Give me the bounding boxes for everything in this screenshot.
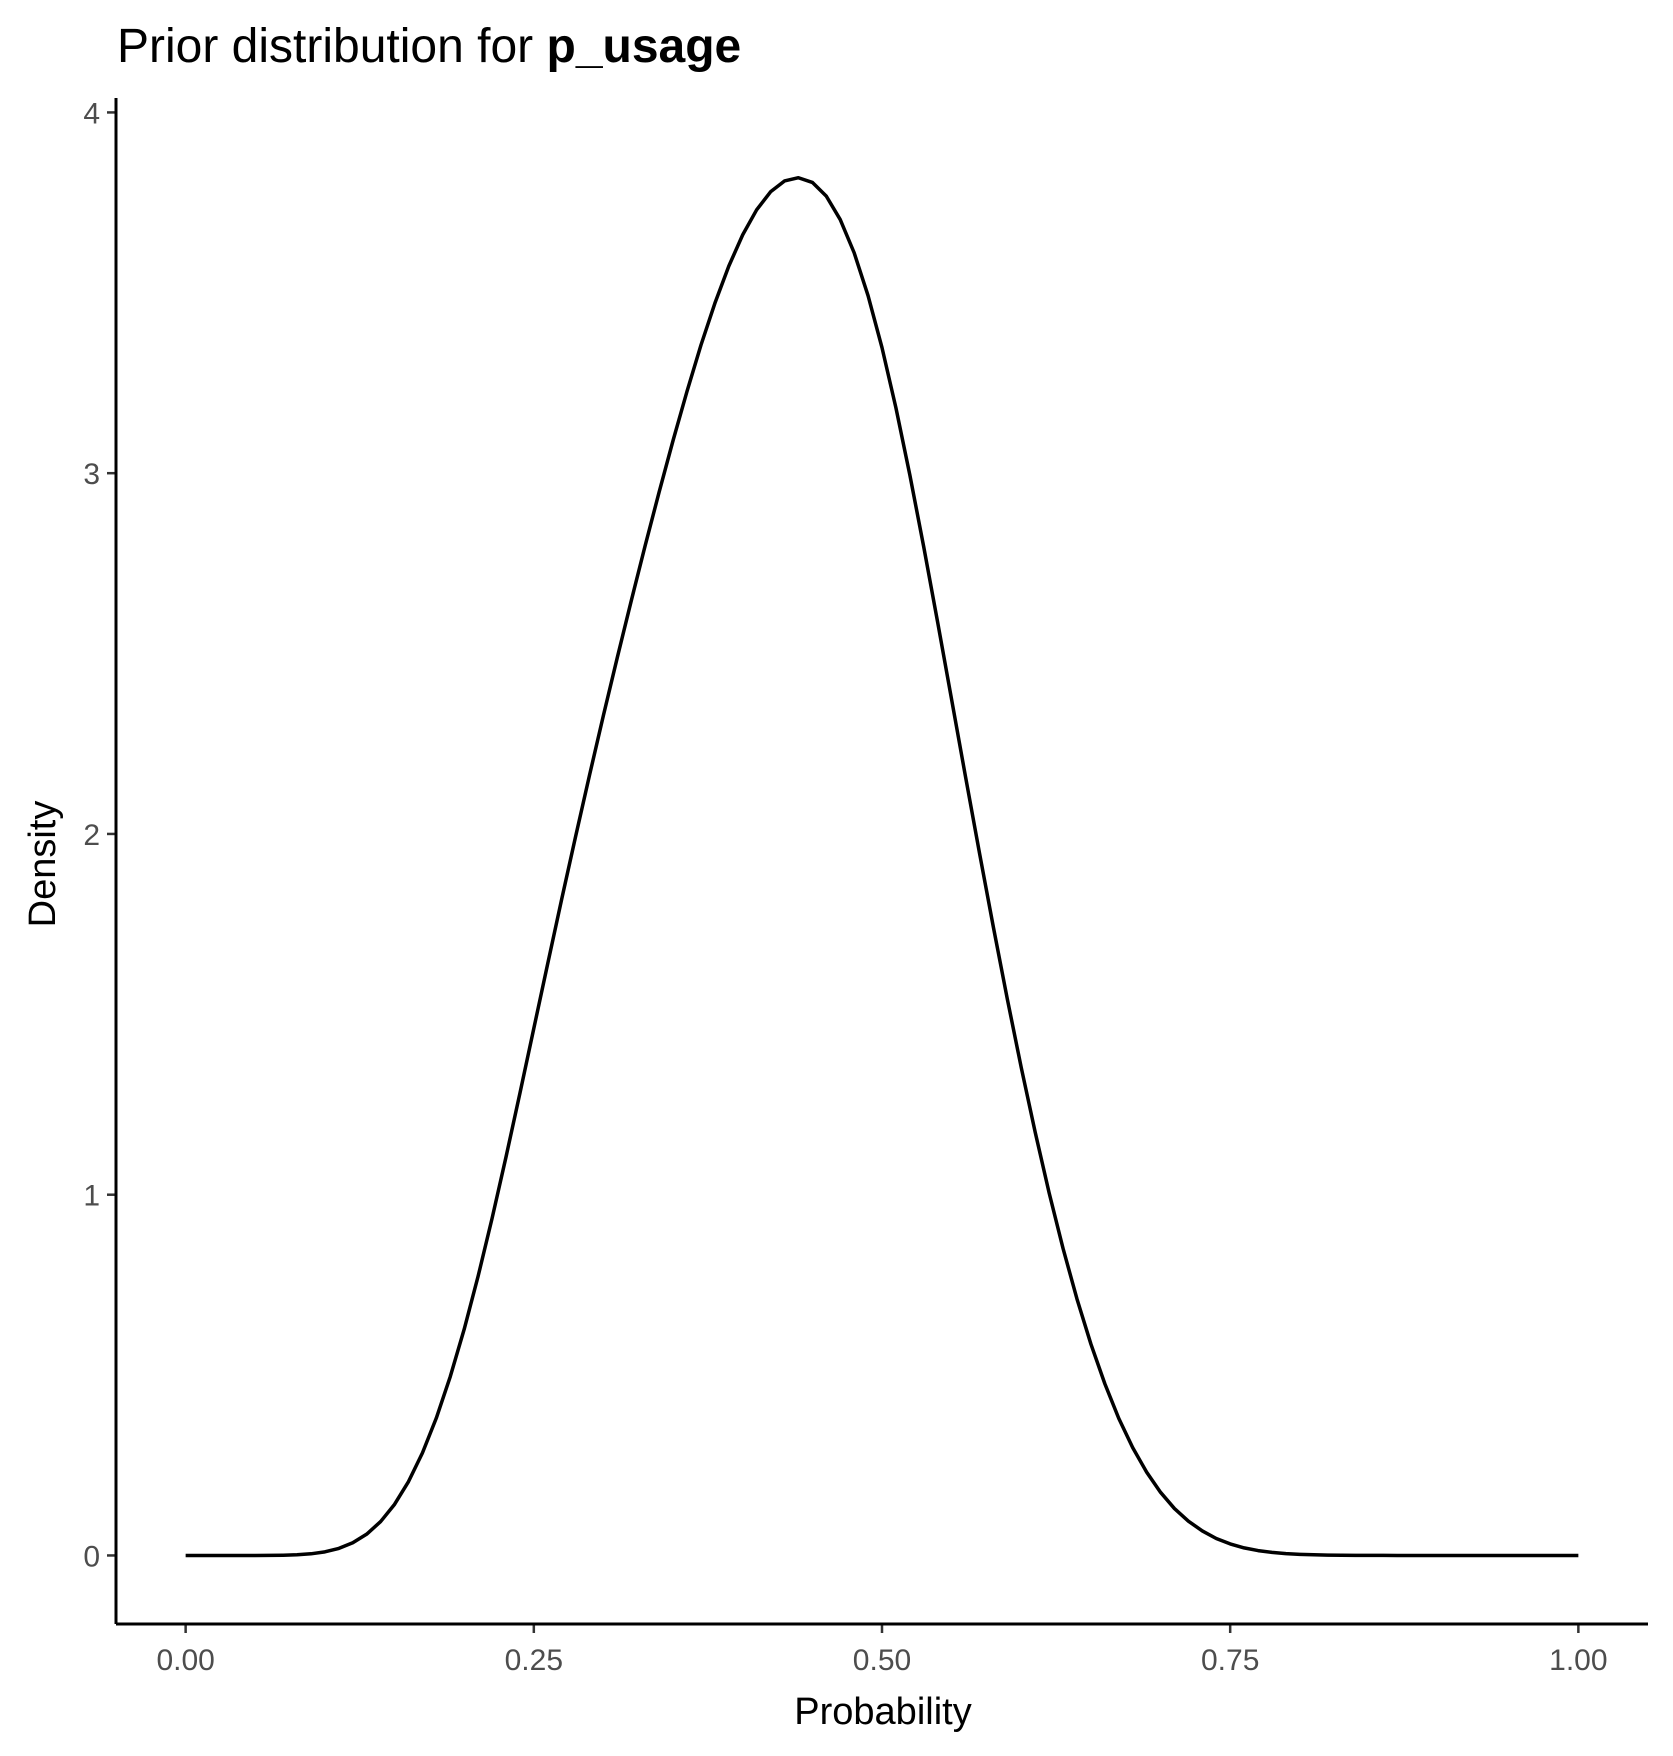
x-tick-label: 0.25 [505, 1644, 563, 1677]
x-tick-label: 0.00 [156, 1644, 214, 1677]
y-axis-ticks: 0 1 2 3 4 [83, 97, 116, 1573]
chart-title-regular: Prior distribution for [117, 20, 547, 73]
y-tick-label: 1 [83, 1180, 100, 1213]
chart-title-bold: p_usage [547, 20, 742, 73]
y-tick-label: 3 [83, 458, 100, 491]
y-tick-label: 4 [83, 97, 100, 130]
y-axis-title: Density [22, 801, 64, 928]
y-tick-label: 0 [83, 1540, 100, 1573]
x-axis-ticks: 0.00 0.25 0.50 0.75 1.00 [156, 1624, 1608, 1677]
x-tick-label: 1.00 [1549, 1644, 1607, 1677]
y-tick-label: 2 [83, 819, 100, 852]
density-curve [185, 175, 1579, 1558]
x-tick-label: 0.75 [1201, 1644, 1259, 1677]
x-tick-label: 0.50 [853, 1644, 911, 1677]
chart-title: Prior distribution for p_usage [117, 20, 741, 73]
x-axis-title: Probability [794, 1691, 971, 1733]
